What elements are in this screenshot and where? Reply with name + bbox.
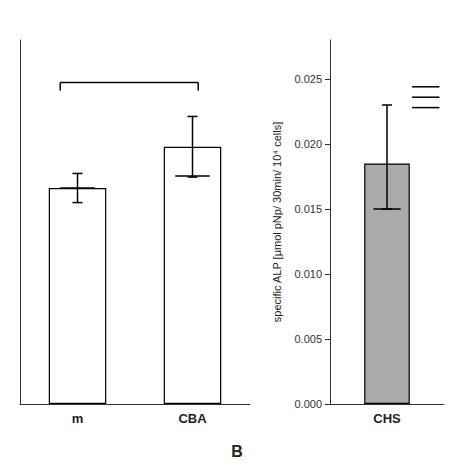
svg-text:specific ALP [μmol pNp/ 30min/: specific ALP [μmol pNp/ 30min/ 10⁴ cells… bbox=[271, 122, 283, 322]
svg-text:CHS: CHS bbox=[373, 411, 401, 426]
svg-text:0.010: 0.010 bbox=[294, 268, 322, 280]
svg-text:0.000: 0.000 bbox=[294, 398, 322, 410]
svg-text:0.020: 0.020 bbox=[294, 138, 322, 150]
svg-text:0.015: 0.015 bbox=[294, 203, 322, 215]
svg-text:B: B bbox=[231, 443, 243, 460]
svg-text:0.005: 0.005 bbox=[294, 333, 322, 345]
svg-text:0.025: 0.025 bbox=[294, 73, 322, 85]
svg-text:m: m bbox=[72, 411, 84, 426]
svg-text:CBA: CBA bbox=[178, 411, 207, 426]
